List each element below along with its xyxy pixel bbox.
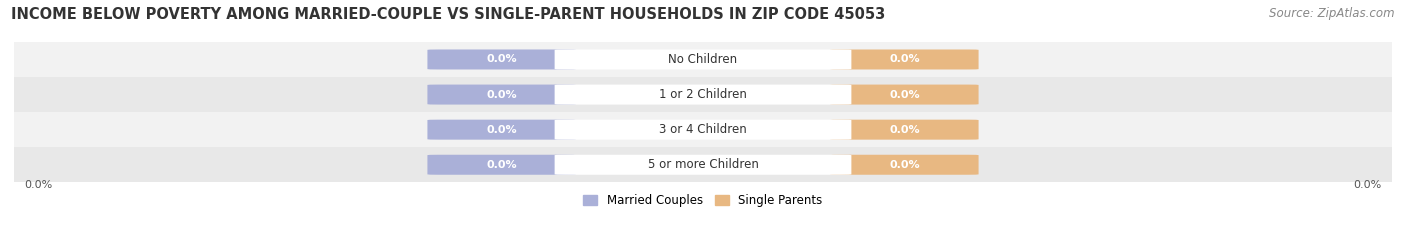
Text: No Children: No Children bbox=[668, 53, 738, 66]
FancyBboxPatch shape bbox=[830, 85, 979, 105]
FancyBboxPatch shape bbox=[427, 155, 576, 175]
FancyBboxPatch shape bbox=[554, 120, 852, 140]
Bar bbox=[14, 112, 1392, 147]
Text: 0.0%: 0.0% bbox=[486, 160, 517, 170]
FancyBboxPatch shape bbox=[554, 85, 852, 105]
Text: 5 or more Children: 5 or more Children bbox=[648, 158, 758, 171]
Legend: Married Couples, Single Parents: Married Couples, Single Parents bbox=[579, 190, 827, 212]
Text: 0.0%: 0.0% bbox=[1353, 180, 1381, 190]
FancyBboxPatch shape bbox=[830, 120, 979, 140]
Bar bbox=[14, 77, 1392, 112]
Text: INCOME BELOW POVERTY AMONG MARRIED-COUPLE VS SINGLE-PARENT HOUSEHOLDS IN ZIP COD: INCOME BELOW POVERTY AMONG MARRIED-COUPL… bbox=[11, 7, 886, 22]
Text: 0.0%: 0.0% bbox=[486, 125, 517, 135]
FancyBboxPatch shape bbox=[427, 85, 576, 105]
Text: 0.0%: 0.0% bbox=[486, 89, 517, 99]
Text: 0.0%: 0.0% bbox=[889, 160, 920, 170]
FancyBboxPatch shape bbox=[554, 49, 852, 69]
Bar bbox=[14, 42, 1392, 77]
Text: 1 or 2 Children: 1 or 2 Children bbox=[659, 88, 747, 101]
FancyBboxPatch shape bbox=[830, 49, 979, 69]
FancyBboxPatch shape bbox=[427, 120, 576, 140]
FancyBboxPatch shape bbox=[427, 49, 576, 69]
Bar bbox=[14, 147, 1392, 182]
Text: 0.0%: 0.0% bbox=[486, 55, 517, 65]
FancyBboxPatch shape bbox=[830, 155, 979, 175]
Text: 3 or 4 Children: 3 or 4 Children bbox=[659, 123, 747, 136]
FancyBboxPatch shape bbox=[554, 155, 852, 175]
Text: 0.0%: 0.0% bbox=[889, 125, 920, 135]
Text: 0.0%: 0.0% bbox=[889, 55, 920, 65]
Text: 0.0%: 0.0% bbox=[25, 180, 53, 190]
Text: 0.0%: 0.0% bbox=[889, 89, 920, 99]
Text: Source: ZipAtlas.com: Source: ZipAtlas.com bbox=[1270, 7, 1395, 20]
